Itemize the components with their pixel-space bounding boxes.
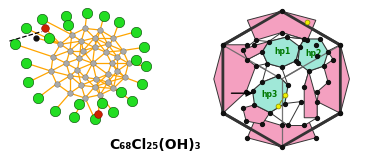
Text: hp1: hp1 [275,47,291,56]
Polygon shape [269,33,307,42]
Polygon shape [298,39,328,71]
Polygon shape [247,45,267,66]
Polygon shape [243,105,270,124]
Polygon shape [214,45,256,113]
Polygon shape [262,64,288,85]
Polygon shape [247,118,316,147]
Polygon shape [262,37,300,67]
Polygon shape [304,71,317,118]
Polygon shape [247,11,316,40]
Polygon shape [223,11,340,147]
Polygon shape [243,40,269,60]
Polygon shape [243,42,269,60]
Polygon shape [304,66,328,92]
Polygon shape [253,76,288,113]
Polygon shape [282,37,304,67]
Polygon shape [317,45,349,113]
Text: hp2: hp2 [306,49,322,58]
Polygon shape [270,102,304,125]
Polygon shape [288,102,317,125]
Text: hp3: hp3 [262,90,278,99]
Polygon shape [309,52,333,71]
Text: C₆₈Cl₂₅(OH)₃: C₆₈Cl₂₅(OH)₃ [109,138,201,152]
